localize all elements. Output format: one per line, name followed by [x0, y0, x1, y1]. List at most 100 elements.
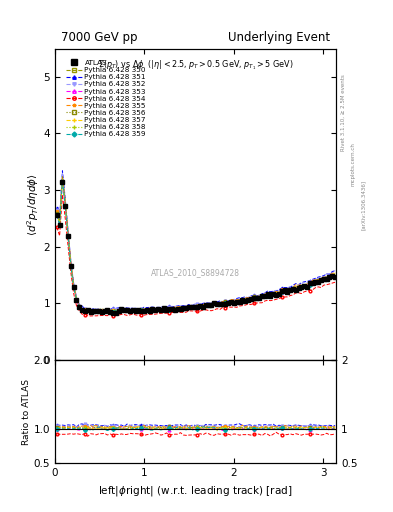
Pythia 6.428 355 — [226, 299, 231, 305]
Pythia 6.428 351 — [226, 298, 231, 304]
Pythia 6.428 353 — [125, 308, 129, 314]
Pythia 6.428 350 — [114, 307, 118, 313]
Pythia 6.428 351 — [88, 307, 93, 313]
Text: 7000 GeV pp: 7000 GeV pp — [61, 31, 137, 44]
Pythia 6.428 359 — [333, 272, 338, 279]
ATLAS — [204, 302, 208, 308]
Pythia 6.428 355 — [91, 308, 96, 314]
ATLAS — [55, 212, 59, 219]
Pythia 6.428 359 — [226, 301, 231, 307]
Pythia 6.428 358 — [122, 309, 127, 315]
Pythia 6.428 353 — [55, 212, 59, 219]
Pythia 6.428 350 — [316, 276, 321, 282]
Pythia 6.428 354 — [333, 279, 338, 285]
Pythia 6.428 350 — [324, 274, 329, 281]
ATLAS — [226, 301, 231, 307]
ATLAS — [324, 276, 329, 282]
Pythia 6.428 354 — [226, 304, 231, 310]
Text: [arXiv:1306.3436]: [arXiv:1306.3436] — [360, 180, 365, 230]
Pythia 6.428 350 — [226, 299, 231, 305]
Line: ATLAS: ATLAS — [55, 180, 337, 315]
Text: mcplots.cern.ch: mcplots.cern.ch — [351, 142, 356, 186]
Pythia 6.428 355 — [55, 208, 59, 214]
Pythia 6.428 351 — [55, 205, 59, 211]
Pythia 6.428 355 — [316, 276, 321, 283]
X-axis label: left$|\phi$right$|$ (w.r.t. leading track) [rad]: left$|\phi$right$|$ (w.r.t. leading trac… — [98, 484, 293, 498]
Pythia 6.428 355 — [204, 301, 208, 307]
Pythia 6.428 357 — [60, 177, 65, 183]
Pythia 6.428 358 — [333, 271, 338, 277]
Pythia 6.428 356 — [324, 273, 329, 280]
Pythia 6.428 354 — [60, 191, 65, 198]
Pythia 6.428 351 — [114, 305, 118, 311]
Pythia 6.428 351 — [324, 271, 329, 277]
Pythia 6.428 359 — [204, 303, 208, 309]
Pythia 6.428 358 — [111, 308, 116, 314]
Pythia 6.428 357 — [204, 302, 208, 308]
Pythia 6.428 356 — [316, 276, 321, 283]
Pythia 6.428 359 — [316, 278, 321, 284]
Pythia 6.428 352 — [204, 301, 208, 307]
Pythia 6.428 359 — [125, 308, 129, 314]
Pythia 6.428 351 — [125, 305, 129, 311]
Legend: ATLAS, Pythia 6.428 350, Pythia 6.428 351, Pythia 6.428 352, Pythia 6.428 353, P: ATLAS, Pythia 6.428 350, Pythia 6.428 35… — [64, 58, 147, 139]
Pythia 6.428 358 — [60, 176, 65, 182]
Y-axis label: Ratio to ATLAS: Ratio to ATLAS — [22, 378, 31, 444]
Pythia 6.428 351 — [204, 300, 208, 306]
Pythia 6.428 353 — [333, 272, 338, 279]
Pythia 6.428 353 — [114, 308, 118, 314]
Line: Pythia 6.428 357: Pythia 6.428 357 — [55, 178, 336, 313]
Pythia 6.428 358 — [226, 300, 231, 306]
Text: $\Sigma(p_T)$ vs $\Delta\phi$  ($|\eta| < 2.5, p_T > 0.5$ GeV, $p_{T_1} > 5$ GeV: $\Sigma(p_T)$ vs $\Delta\phi$ ($|\eta| <… — [98, 58, 293, 72]
Line: Pythia 6.428 358: Pythia 6.428 358 — [55, 178, 336, 313]
Pythia 6.428 353 — [204, 303, 208, 309]
Pythia 6.428 353 — [316, 279, 321, 285]
Pythia 6.428 358 — [316, 278, 321, 284]
Pythia 6.428 350 — [125, 307, 129, 313]
Pythia 6.428 359 — [114, 308, 118, 314]
Pythia 6.428 355 — [114, 307, 118, 313]
Pythia 6.428 359 — [60, 177, 65, 183]
Pythia 6.428 358 — [204, 302, 208, 308]
Pythia 6.428 352 — [114, 306, 118, 312]
Pythia 6.428 354 — [114, 312, 118, 318]
Pythia 6.428 359 — [324, 274, 329, 281]
Pythia 6.428 356 — [125, 307, 129, 313]
Pythia 6.428 357 — [316, 279, 321, 285]
Line: Pythia 6.428 352: Pythia 6.428 352 — [55, 172, 336, 312]
Pythia 6.428 350 — [333, 271, 338, 277]
Pythia 6.428 355 — [125, 307, 129, 313]
Line: Pythia 6.428 359: Pythia 6.428 359 — [55, 179, 336, 313]
Pythia 6.428 357 — [85, 309, 90, 315]
ATLAS — [316, 279, 321, 285]
ATLAS — [114, 310, 118, 316]
Pythia 6.428 356 — [333, 270, 338, 276]
Pythia 6.428 352 — [125, 305, 129, 311]
Pythia 6.428 358 — [324, 274, 329, 281]
ATLAS — [125, 307, 129, 313]
Pythia 6.428 352 — [226, 298, 231, 304]
Pythia 6.428 357 — [114, 308, 118, 314]
Pythia 6.428 359 — [55, 212, 59, 219]
Pythia 6.428 352 — [333, 267, 338, 273]
Pythia 6.428 352 — [55, 207, 59, 213]
Pythia 6.428 356 — [114, 307, 118, 313]
Text: ATLAS_2010_S8894728: ATLAS_2010_S8894728 — [151, 268, 240, 277]
ATLAS — [111, 310, 116, 316]
Pythia 6.428 357 — [324, 274, 329, 281]
Pythia 6.428 355 — [333, 269, 338, 275]
Pythia 6.428 350 — [60, 174, 65, 180]
Pythia 6.428 355 — [324, 274, 329, 281]
Pythia 6.428 356 — [204, 302, 208, 308]
Pythia 6.428 352 — [324, 271, 329, 277]
Pythia 6.428 354 — [324, 282, 329, 288]
Pythia 6.428 355 — [60, 173, 65, 179]
Pythia 6.428 351 — [316, 274, 321, 280]
ATLAS — [60, 179, 65, 185]
Pythia 6.428 353 — [97, 310, 101, 316]
Pythia 6.428 350 — [55, 209, 59, 216]
Pythia 6.428 352 — [60, 170, 65, 176]
Line: Pythia 6.428 351: Pythia 6.428 351 — [55, 169, 336, 311]
Pythia 6.428 356 — [226, 299, 231, 305]
Pythia 6.428 351 — [60, 168, 65, 174]
